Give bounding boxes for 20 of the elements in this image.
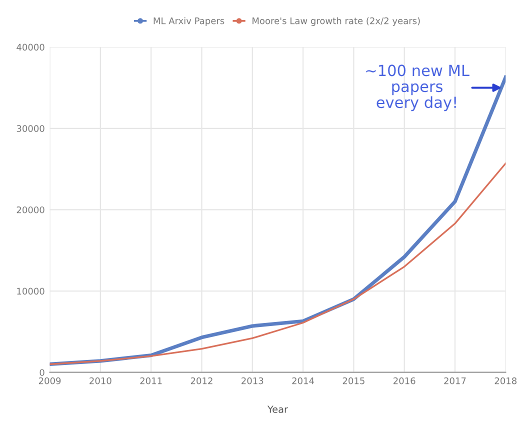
y-tick-label: 40000 <box>16 44 44 51</box>
x-tick-label: 2018 <box>494 377 517 384</box>
x-tick-label: 2009 <box>38 377 61 384</box>
line-series <box>50 162 506 366</box>
x-tick-label: 2013 <box>242 377 264 384</box>
x-tick-label: 2015 <box>342 377 364 384</box>
y-tick-label: 10000 <box>17 288 44 295</box>
x-tick-label: 2012 <box>190 377 212 384</box>
x-tick-label: 2016 <box>394 377 416 384</box>
y-tick-label: 0 <box>40 369 44 376</box>
y-tick-label: 20000 <box>16 206 44 214</box>
annotation: ~100 new ML papers every day! <box>366 64 470 112</box>
x-axis-title: Year <box>267 406 288 413</box>
legend-label: Moore's Law growth rate (2x/2 years) <box>252 17 420 26</box>
y-tick-label: 30000 <box>16 125 44 132</box>
x-tick-label: 2017 <box>444 377 466 384</box>
x-tick-label: 2010 <box>90 377 112 384</box>
x-tick-label: 2011 <box>140 377 162 384</box>
x-tick-label: 2014 <box>292 377 314 384</box>
legend-label: ML Arxiv Papers <box>154 17 224 26</box>
